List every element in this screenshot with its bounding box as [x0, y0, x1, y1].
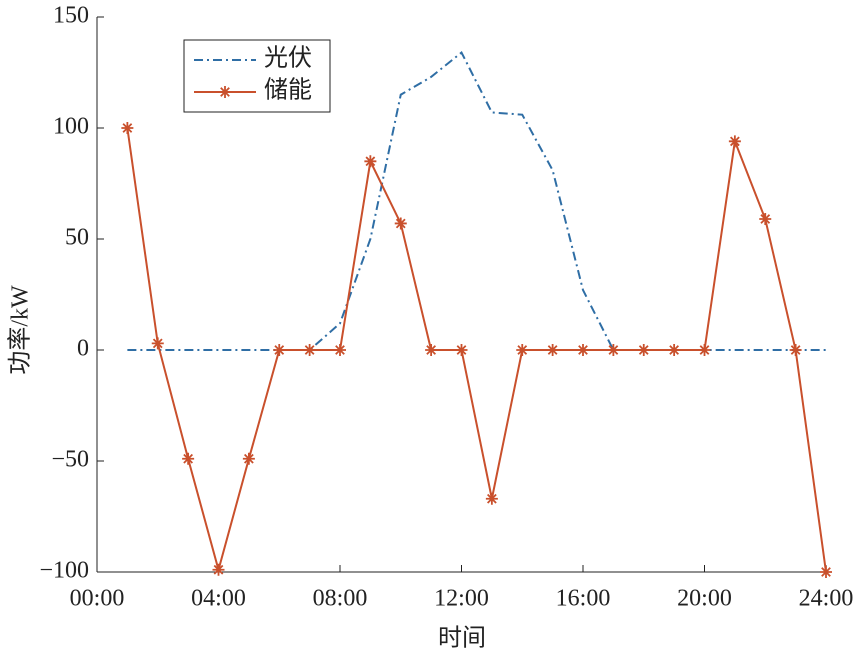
point-marker	[789, 344, 802, 356]
point-marker	[303, 344, 316, 356]
x-axis-label: 时间	[438, 625, 486, 652]
legend-label: 储能	[264, 77, 312, 104]
y-tick-label: 0	[77, 336, 89, 362]
point-marker	[364, 155, 377, 168]
point-marker	[759, 213, 772, 226]
x-tick-label: 00:00	[70, 586, 125, 612]
point-marker	[577, 344, 589, 356]
x-tick-label: 12:00	[434, 586, 489, 612]
point-marker	[820, 566, 832, 578]
point-marker	[334, 344, 346, 356]
point-marker	[698, 344, 711, 356]
point-marker	[637, 344, 650, 356]
x-tick-label: 04:00	[191, 586, 246, 612]
y-tick-label: −50	[51, 447, 89, 473]
point-marker	[151, 337, 164, 350]
y-tick-label: 100	[53, 114, 89, 140]
y-tick-label: 50	[65, 225, 89, 251]
point-marker	[212, 563, 225, 576]
point-marker	[273, 344, 286, 356]
y-axis-label: 功率/kW	[7, 285, 34, 375]
point-marker	[121, 122, 134, 134]
point-marker	[546, 344, 559, 356]
x-tick-label: 08:00	[313, 586, 368, 612]
y-tick-label: 150	[53, 3, 89, 29]
series-line	[127, 50, 826, 351]
x-tick-label: 16:00	[556, 586, 611, 612]
legend-label: 光伏	[264, 45, 312, 72]
point-marker	[425, 344, 438, 356]
y-tick-label: −100	[39, 558, 89, 584]
legend-marker	[219, 86, 231, 98]
point-marker	[242, 452, 255, 465]
x-tick-label: 24:00	[799, 586, 854, 612]
point-marker	[182, 452, 195, 465]
x-tick-label: 20:00	[677, 586, 732, 612]
point-marker	[485, 492, 498, 505]
legend-box	[183, 39, 331, 113]
series-line	[126, 127, 827, 574]
point-marker	[607, 344, 620, 356]
point-marker	[668, 344, 681, 356]
point-marker	[516, 344, 529, 356]
point-marker	[455, 344, 468, 356]
point-marker	[728, 135, 741, 148]
point-marker	[394, 217, 407, 230]
